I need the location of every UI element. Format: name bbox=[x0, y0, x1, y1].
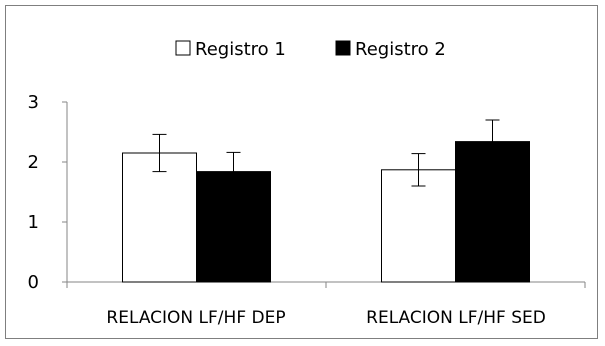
error-bar bbox=[226, 151, 241, 192]
error-bar bbox=[152, 133, 167, 173]
bar-1-2 bbox=[381, 169, 456, 283]
bar-1-1 bbox=[122, 152, 197, 283]
legend-swatch-registro-2 bbox=[335, 40, 351, 56]
legend-label-registro-2: Registro 2 bbox=[355, 39, 446, 60]
y-tick-label: 1 bbox=[28, 212, 39, 233]
y-tick-label: 0 bbox=[28, 272, 39, 293]
legend: Registro 1 Registro 2 bbox=[175, 39, 446, 60]
error-bar bbox=[485, 119, 500, 164]
category-label-sed: RELACION LF/HF SED bbox=[366, 308, 546, 328]
error-bar bbox=[411, 153, 426, 187]
bars bbox=[122, 119, 530, 283]
bar-2-2 bbox=[455, 141, 530, 283]
category-label-dep: RELACION LF/HF DEP bbox=[106, 308, 285, 328]
y-tick-label: 3 bbox=[28, 92, 39, 113]
legend-label-registro-1: Registro 1 bbox=[195, 39, 286, 60]
axis-labels: RELACION LF/HF DEP RELACION LF/HF SED bbox=[106, 308, 545, 328]
y-tick-label: 2 bbox=[28, 152, 39, 173]
legend-swatch-registro-1 bbox=[175, 40, 191, 56]
